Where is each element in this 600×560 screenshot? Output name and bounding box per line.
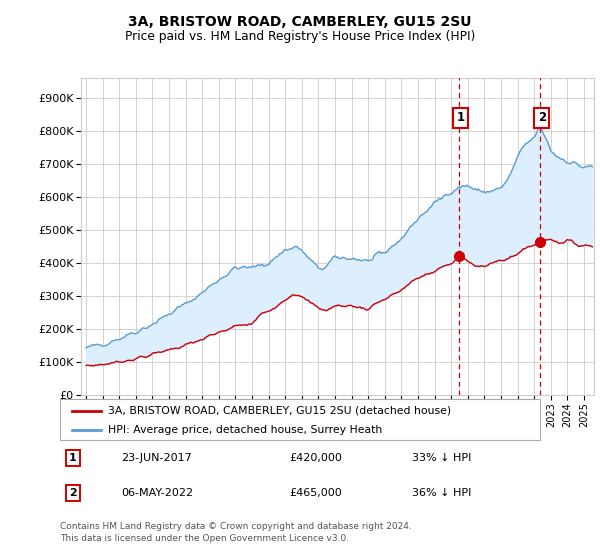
Text: Contains HM Land Registry data © Crown copyright and database right 2024.
This d: Contains HM Land Registry data © Crown c…	[60, 522, 412, 543]
Text: £465,000: £465,000	[290, 488, 342, 498]
Text: HPI: Average price, detached house, Surrey Heath: HPI: Average price, detached house, Surr…	[108, 424, 382, 435]
Text: £420,000: £420,000	[290, 453, 343, 463]
Text: 36% ↓ HPI: 36% ↓ HPI	[412, 488, 471, 498]
Text: 3A, BRISTOW ROAD, CAMBERLEY, GU15 2SU: 3A, BRISTOW ROAD, CAMBERLEY, GU15 2SU	[128, 15, 472, 29]
Text: 23-JUN-2017: 23-JUN-2017	[121, 453, 192, 463]
Text: 3A, BRISTOW ROAD, CAMBERLEY, GU15 2SU (detached house): 3A, BRISTOW ROAD, CAMBERLEY, GU15 2SU (d…	[108, 405, 451, 416]
Text: 1: 1	[457, 111, 465, 124]
Text: 2: 2	[69, 488, 77, 498]
Text: Price paid vs. HM Land Registry's House Price Index (HPI): Price paid vs. HM Land Registry's House …	[125, 30, 475, 43]
Text: 1: 1	[69, 453, 77, 463]
Text: 33% ↓ HPI: 33% ↓ HPI	[412, 453, 471, 463]
Text: 06-MAY-2022: 06-MAY-2022	[121, 488, 193, 498]
Text: 2: 2	[538, 111, 546, 124]
